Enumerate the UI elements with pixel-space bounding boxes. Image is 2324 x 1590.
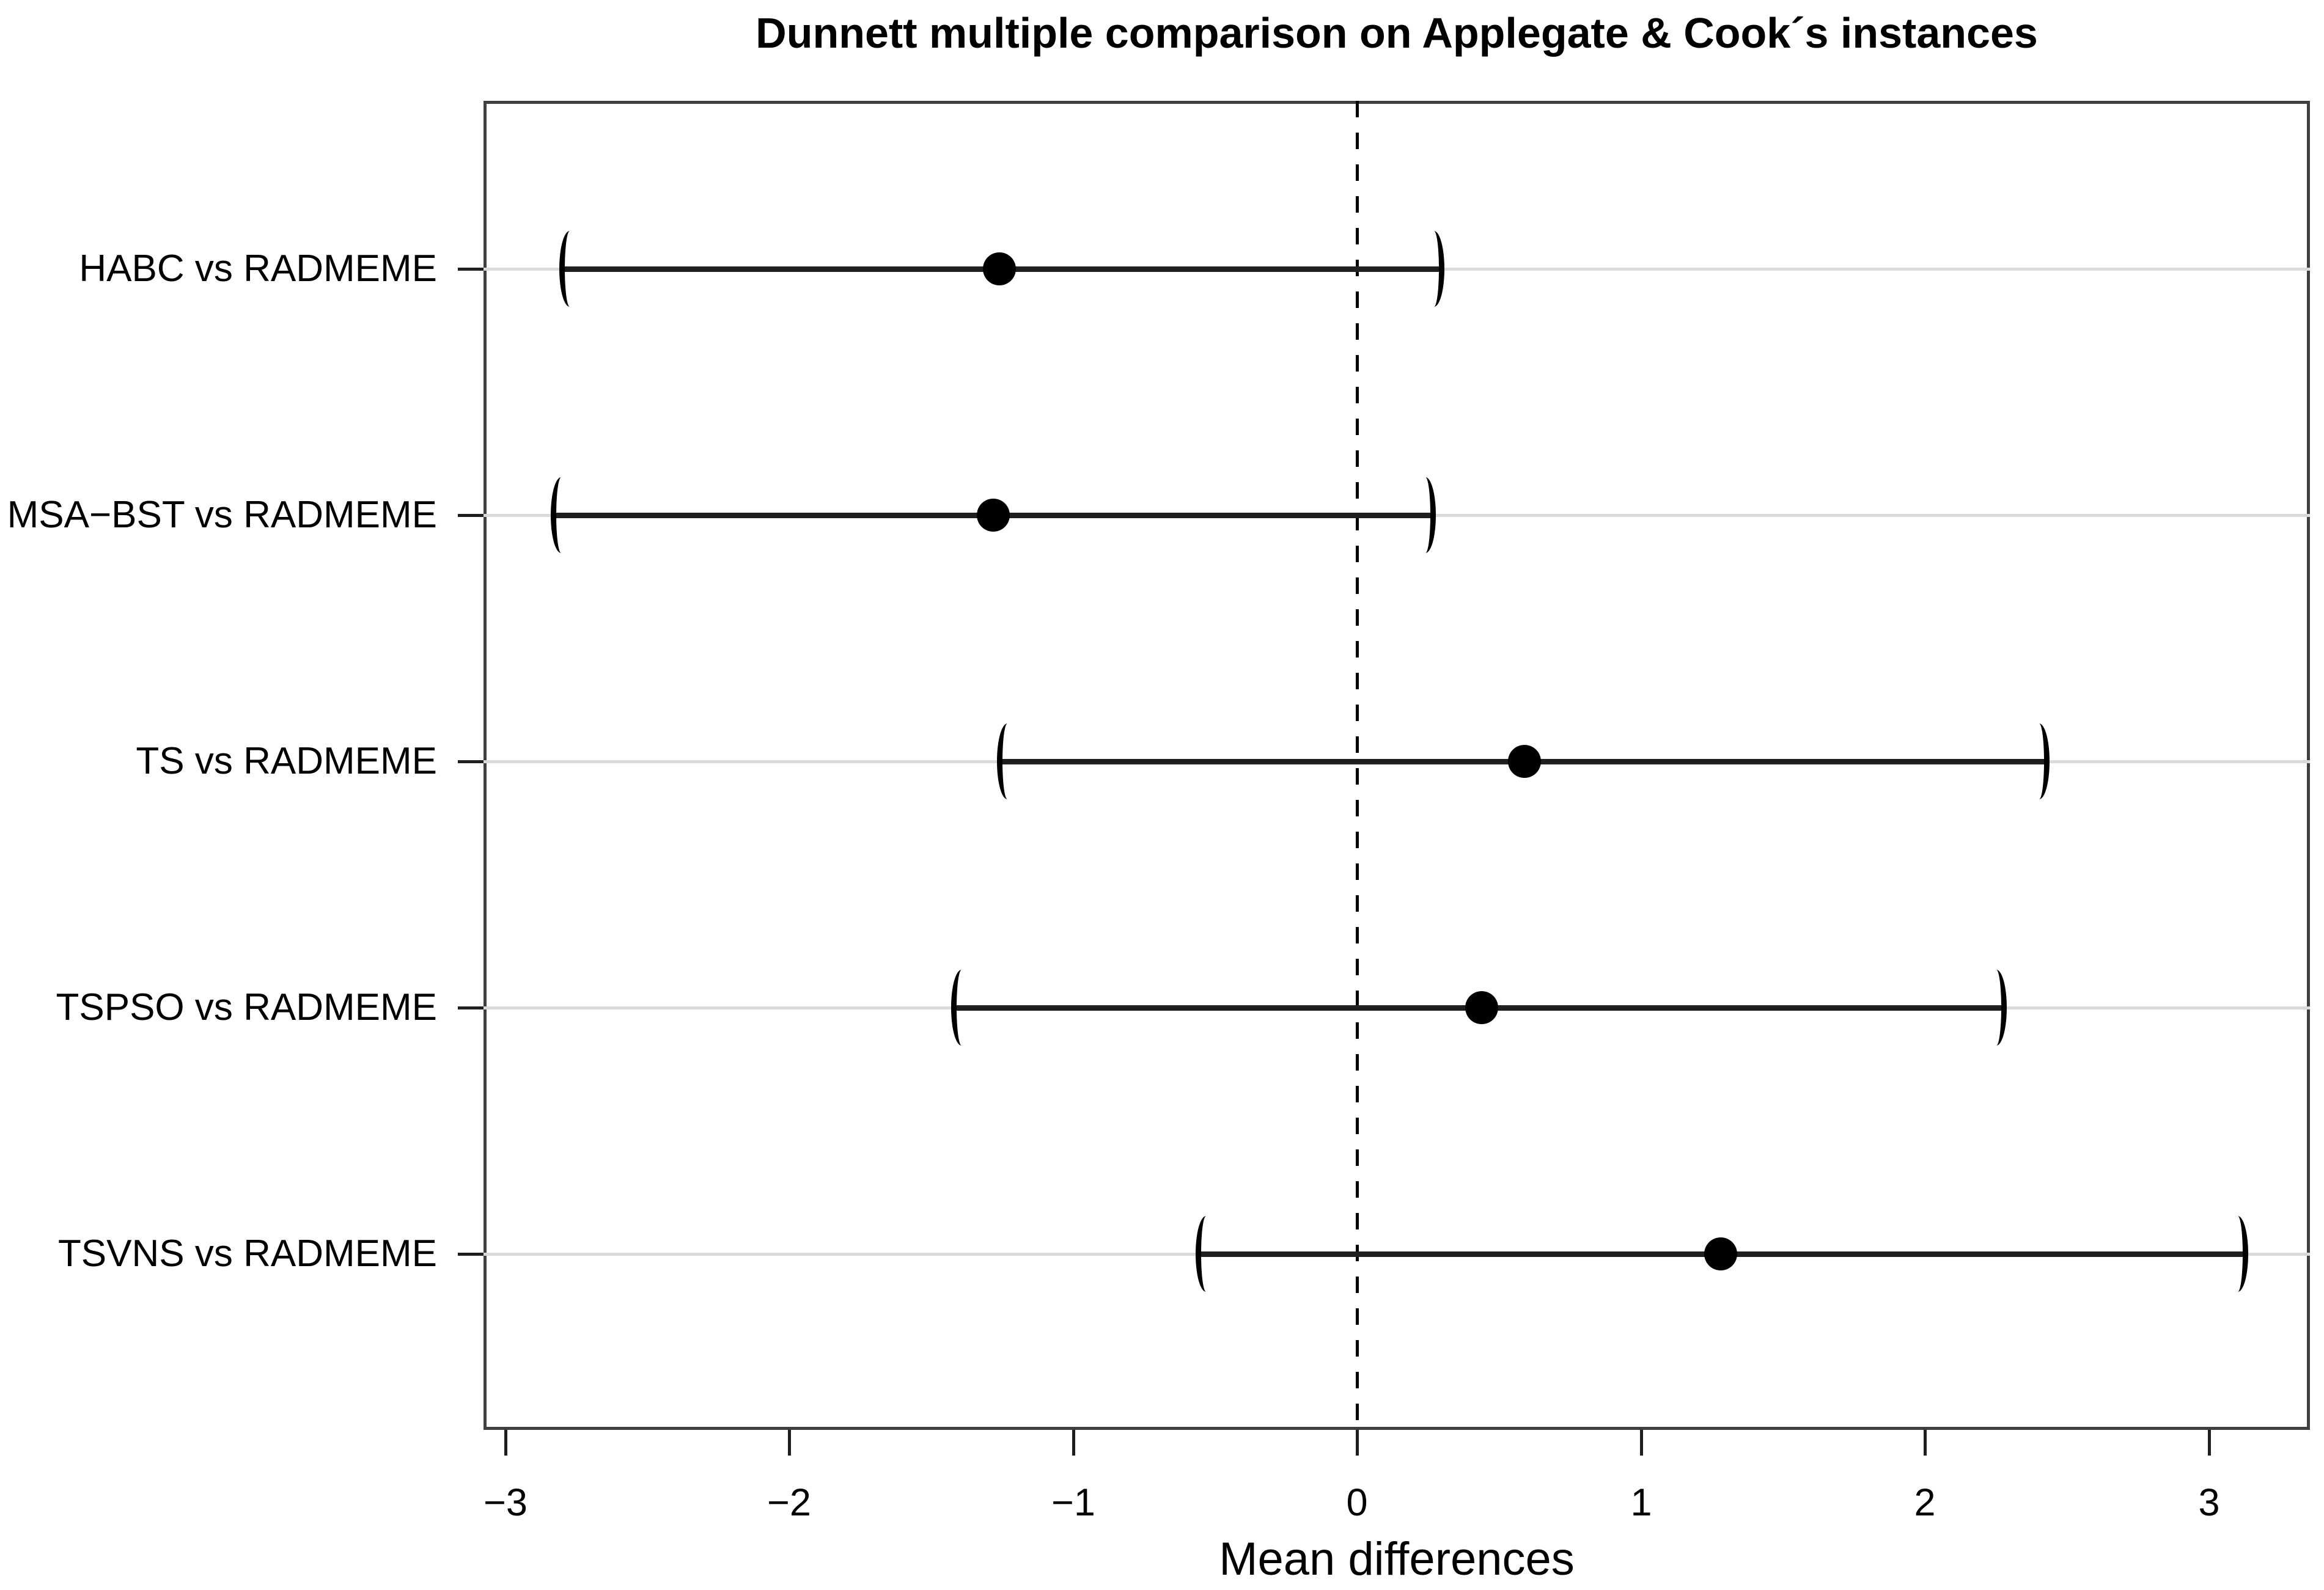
y-axis-tick [458,760,484,763]
x-axis-tick [788,1430,791,1456]
x-axis-tick-label: −3 [484,1481,528,1524]
y-axis-label: MSA−BST vs RADMEME [7,494,437,536]
x-axis-tick-label: 1 [1630,1481,1652,1524]
y-axis-tick [458,1253,484,1256]
y-axis-tick [458,1006,484,1009]
x-axis-tick [1356,1430,1359,1456]
y-axis-tick [458,514,484,517]
ci-lower-paren [1196,1216,1216,1292]
x-axis-tick [1924,1430,1927,1456]
ci-upper-paren [2227,1216,2248,1292]
zero-reference-line [1356,101,1359,1430]
ci-lower-paren [551,477,572,553]
x-axis-tick [1640,1430,1643,1456]
ci-lower-paren [559,231,580,307]
mean-difference-dot [977,499,1010,532]
mean-difference-dot [1704,1237,1737,1270]
mean-difference-dot [983,252,1016,285]
ci-lower-paren [951,970,972,1046]
ci-lower-paren [997,724,1018,799]
ci-upper-paren [1424,231,1444,307]
x-axis-tick [504,1430,507,1456]
y-axis-label: TS vs RADMEME [136,740,437,782]
x-axis-tick-label: 2 [1914,1481,1936,1524]
mean-difference-dot [1508,745,1541,778]
x-axis-title: Mean differences [1219,1533,1575,1585]
y-axis-label: TSPSO vs RADMEME [56,986,437,1028]
ci-upper-paren [1415,477,1436,553]
chart-title: Dunnett multiple comparison on Applegate… [756,9,2038,57]
plot-box [484,101,2310,1430]
x-axis-tick [2208,1430,2211,1456]
x-axis-tick-label: −2 [767,1481,811,1524]
ci-upper-paren [1986,970,2007,1046]
x-axis-tick [1072,1430,1075,1456]
y-axis-tick [458,268,484,271]
x-axis-tick-label: −1 [1051,1481,1095,1524]
ci-upper-paren [2029,724,2050,799]
x-axis-tick-label: 3 [2198,1481,2220,1524]
x-axis-tick-label: 0 [1346,1481,1368,1524]
mean-difference-dot [1465,991,1498,1024]
y-axis-label: HABC vs RADMEME [79,247,437,290]
y-axis-label: TSVNS vs RADMEME [57,1233,437,1275]
